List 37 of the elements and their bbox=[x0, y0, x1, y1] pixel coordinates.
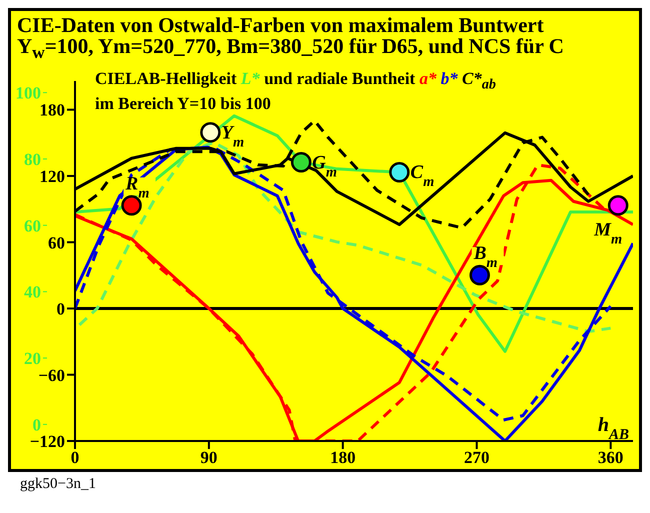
annotation: und radiale Buntheit bbox=[264, 69, 416, 88]
y2-tick-label: 80 bbox=[24, 150, 41, 170]
chart-subtitle: Y$_{w}$=100, Ym=520_770, Bm=380_520 für D65, und NCS für C bbox=[17, 34, 564, 62]
data-label: R$_{m}$ bbox=[124, 174, 150, 202]
y2-tick-label: 60 bbox=[24, 216, 41, 236]
x-tick-label: 180 bbox=[330, 448, 356, 468]
data-label: B$_{m}$ bbox=[472, 243, 498, 272]
data-label: Y$_{m}$ bbox=[221, 122, 244, 151]
text: ggk50−3n_1 bbox=[20, 476, 96, 492]
x-tick-label: 90 bbox=[200, 448, 218, 468]
point bbox=[469, 265, 490, 286]
series-label: L* bbox=[240, 69, 260, 88]
x-tick-label: 360 bbox=[598, 448, 624, 468]
point bbox=[200, 122, 221, 143]
data-label: M$_{m}$ bbox=[593, 220, 622, 248]
y-tick-label: 60 bbox=[48, 233, 65, 252]
x-axis-title: h$_{AB}$ bbox=[598, 414, 629, 444]
point bbox=[608, 195, 628, 216]
point bbox=[389, 162, 410, 183]
x-tick-label: 0 bbox=[70, 448, 80, 468]
annotation: im Bereich Y=10 bis 100 bbox=[95, 94, 271, 114]
y2-tick-label: 20 bbox=[24, 349, 41, 368]
chart-title: CIE-Daten von Ostwald-Farben von maximalem Buntwert bbox=[17, 13, 544, 37]
y-tick-label: 0 bbox=[56, 300, 65, 319]
y-tick-label: 120 bbox=[40, 167, 65, 186]
annotation: CIELAB-Helligkeit bbox=[95, 69, 237, 88]
text: b* bbox=[440, 69, 458, 88]
y-tick-label: −60 bbox=[38, 366, 65, 385]
y2-tick-label: 40 bbox=[24, 282, 41, 302]
text: C*$_{ab}$ bbox=[462, 69, 496, 92]
data-label: C$_{m}$ bbox=[410, 162, 434, 190]
y-tick-label: −120 bbox=[30, 432, 65, 452]
x-tick-label: 270 bbox=[464, 448, 490, 468]
y-tick-label: 180 bbox=[40, 100, 65, 120]
y2-tick-label: 100 bbox=[16, 84, 41, 103]
text: a* bbox=[419, 69, 436, 88]
point bbox=[290, 152, 312, 173]
